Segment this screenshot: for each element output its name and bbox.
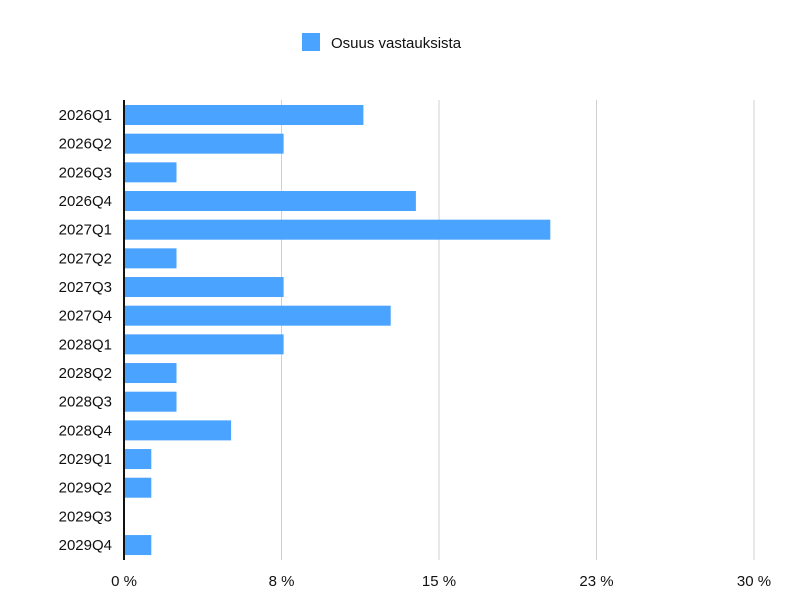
x-tick-label: 15 % [422, 573, 456, 590]
x-tick-label: 23 % [579, 573, 613, 590]
category-label: 2026Q3 [59, 164, 112, 181]
legend: Osuus vastauksista [302, 33, 462, 52]
category-label: 2026Q2 [59, 136, 112, 153]
bar [125, 277, 284, 298]
bar [125, 305, 391, 326]
x-tick-label: 8 % [269, 573, 295, 590]
bar [125, 133, 284, 154]
category-label: 2029Q3 [59, 508, 112, 525]
bar [125, 334, 284, 355]
category-label: 2029Q2 [59, 480, 112, 497]
bar [125, 391, 177, 412]
category-label: 2027Q3 [59, 279, 112, 296]
category-label: 2028Q3 [59, 394, 112, 411]
category-label: 2028Q2 [59, 365, 112, 382]
bar [125, 162, 177, 183]
legend-label: Osuus vastauksista [331, 35, 462, 52]
category-labels: 2026Q1 2026Q2 2026Q3 2026Q4 2027Q1 2027Q2 2027… [59, 107, 112, 554]
category-label: 2028Q4 [59, 422, 112, 439]
bar [125, 105, 364, 125]
bar [125, 191, 416, 212]
category-label: 2029Q1 [59, 451, 112, 468]
x-tick-labels: 0 % 8 % 15 % 23 % 30 % [111, 573, 771, 590]
bar [125, 449, 152, 470]
bar [125, 363, 177, 384]
category-label: 2029Q4 [59, 537, 112, 554]
bars [125, 105, 551, 556]
bar [125, 219, 551, 240]
bar [125, 535, 152, 556]
bar [125, 477, 152, 498]
category-label: 2028Q1 [59, 336, 112, 353]
bar [125, 420, 232, 441]
legend-swatch [302, 33, 320, 51]
category-label: 2026Q1 [59, 107, 112, 124]
category-label: 2026Q4 [59, 193, 112, 210]
bar [125, 248, 177, 269]
x-tick-label: 0 % [111, 573, 137, 590]
category-label: 2027Q1 [59, 222, 112, 239]
x-tick-label: 30 % [737, 573, 771, 590]
gridlines [281, 100, 755, 560]
category-label: 2027Q2 [59, 250, 112, 267]
category-label: 2027Q4 [59, 308, 112, 325]
